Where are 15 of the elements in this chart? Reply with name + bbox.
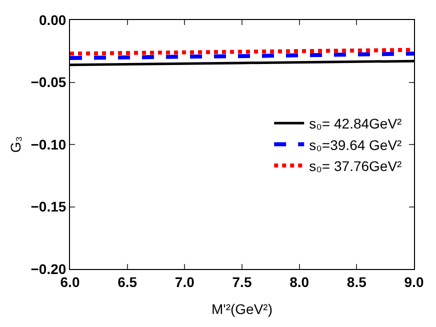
x-tick-label: 7.5 bbox=[232, 274, 252, 290]
x-tick-label: 8.0 bbox=[290, 274, 310, 290]
legend-label: s₀= 37.76GeV² bbox=[309, 158, 402, 174]
legend-label: s₀= 42.84GeV² bbox=[309, 116, 402, 132]
y-axis-title: G₃ bbox=[7, 136, 24, 153]
y-tick-label: −0.10 bbox=[30, 136, 66, 152]
y-tick-label: −0.05 bbox=[30, 74, 66, 90]
y-tick-label: 0.00 bbox=[38, 12, 66, 28]
x-axis-title: M'²(GeV²) bbox=[212, 301, 272, 318]
x-tick-label: 6.5 bbox=[118, 274, 138, 290]
x-tick-label: 9.0 bbox=[404, 274, 424, 290]
x-tick-label: 8.5 bbox=[346, 274, 367, 290]
x-tick-label: 7.0 bbox=[174, 274, 195, 290]
legend-label: s₀=39.64 GeV² bbox=[309, 136, 402, 153]
y-tick-label: −0.15 bbox=[30, 198, 66, 215]
